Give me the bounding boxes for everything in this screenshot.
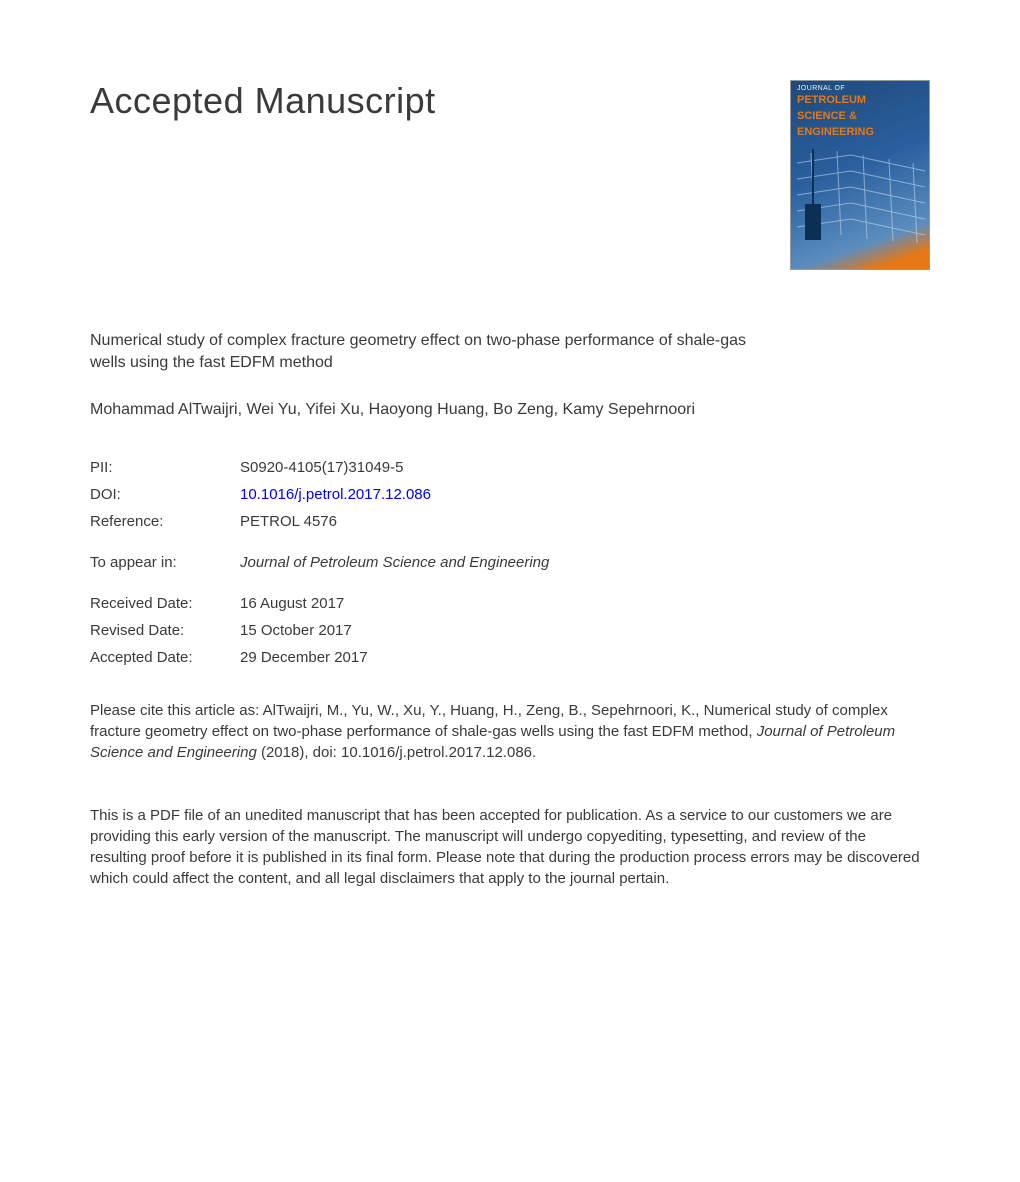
meta-value-received: 16 August 2017 — [240, 595, 344, 612]
meta-value-reference: PETROL 4576 — [240, 513, 337, 530]
article-title: Numerical study of complex fracture geom… — [90, 330, 750, 375]
meta-value-revised: 15 October 2017 — [240, 622, 352, 639]
meta-value-pii: S0920-4105(17)31049-5 — [240, 459, 403, 476]
cover-publisher-line: JOURNAL OF — [797, 85, 923, 92]
cover-title-line1: PETROLEUM — [797, 94, 923, 108]
doi-link[interactable]: 10.1016/j.petrol.2017.12.086 — [240, 486, 431, 503]
meta-label-appear: To appear in: — [90, 554, 240, 571]
meta-label-reference: Reference: — [90, 513, 240, 530]
meta-row-revised: Revised Date: 15 October 2017 — [90, 622, 930, 639]
meta-label-accepted: Accepted Date: — [90, 649, 240, 666]
meta-row-accepted: Accepted Date: 29 December 2017 — [90, 649, 930, 666]
citation-suffix: (2018), doi: 10.1016/j.petrol.2017.12.08… — [257, 744, 536, 761]
meta-row-appear: To appear in: Journal of Petroleum Scien… — [90, 554, 930, 571]
meta-label-pii: PII: — [90, 459, 240, 476]
meta-value-appear: Journal of Petroleum Science and Enginee… — [240, 554, 549, 571]
meta-row-reference: Reference: PETROL 4576 — [90, 513, 930, 530]
meta-row-received: Received Date: 16 August 2017 — [90, 595, 930, 612]
cover-art-icon — [791, 149, 930, 269]
meta-label-doi: DOI: — [90, 486, 240, 503]
header-row: Accepted Manuscript JOURNAL OF PETROLEUM… — [90, 80, 930, 270]
meta-label-revised: Revised Date: — [90, 622, 240, 639]
page-heading: Accepted Manuscript — [90, 80, 436, 122]
cover-title-line3: ENGINEERING — [797, 126, 923, 140]
meta-row-doi: DOI: 10.1016/j.petrol.2017.12.086 — [90, 486, 930, 503]
cover-title-line2: SCIENCE & — [797, 110, 923, 124]
meta-row-pii: PII: S0920-4105(17)31049-5 — [90, 459, 930, 476]
meta-value-accepted: 29 December 2017 — [240, 649, 368, 666]
cover-caption: JOURNAL OF PETROLEUM SCIENCE & ENGINEERI… — [797, 85, 923, 139]
metadata-table: PII: S0920-4105(17)31049-5 DOI: 10.1016/… — [90, 459, 930, 666]
citation-block: Please cite this article as: AlTwaijri, … — [90, 700, 920, 763]
meta-label-received: Received Date: — [90, 595, 240, 612]
disclaimer-text: This is a PDF file of an unedited manusc… — [90, 805, 920, 889]
journal-cover-thumbnail: JOURNAL OF PETROLEUM SCIENCE & ENGINEERI… — [790, 80, 930, 270]
article-authors: Mohammad AlTwaijri, Wei Yu, Yifei Xu, Ha… — [90, 399, 750, 421]
